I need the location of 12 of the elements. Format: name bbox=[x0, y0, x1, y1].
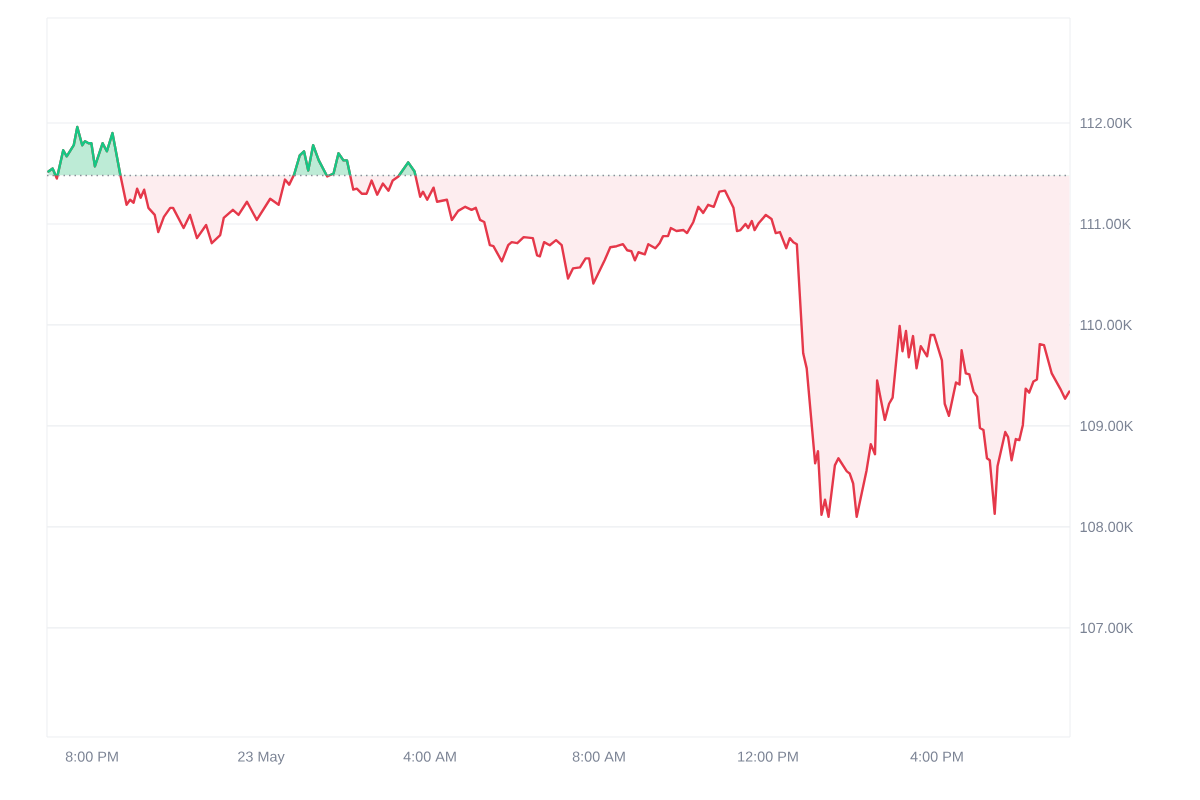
x-tick-label: 4:00 PM bbox=[910, 751, 963, 762]
y-tick-label: 111.00K bbox=[1080, 218, 1132, 230]
x-tick-label: 8:00 PM bbox=[65, 751, 118, 762]
x-tick-label: 12:00 PM bbox=[738, 751, 798, 762]
x-tick-label: 8:00 AM bbox=[572, 751, 625, 762]
y-tick-label: 109.00K bbox=[1080, 420, 1134, 432]
x-tick-label: 23 May bbox=[238, 751, 285, 765]
y-tick-label: 110.00K bbox=[1080, 319, 1133, 331]
x-tick-label: 4:00 AM bbox=[403, 751, 456, 762]
y-tick-label: 107.00K bbox=[1080, 622, 1134, 634]
y-tick-label: 108.00K bbox=[1080, 521, 1134, 533]
y-tick-label: 112.00K bbox=[1080, 117, 1133, 129]
